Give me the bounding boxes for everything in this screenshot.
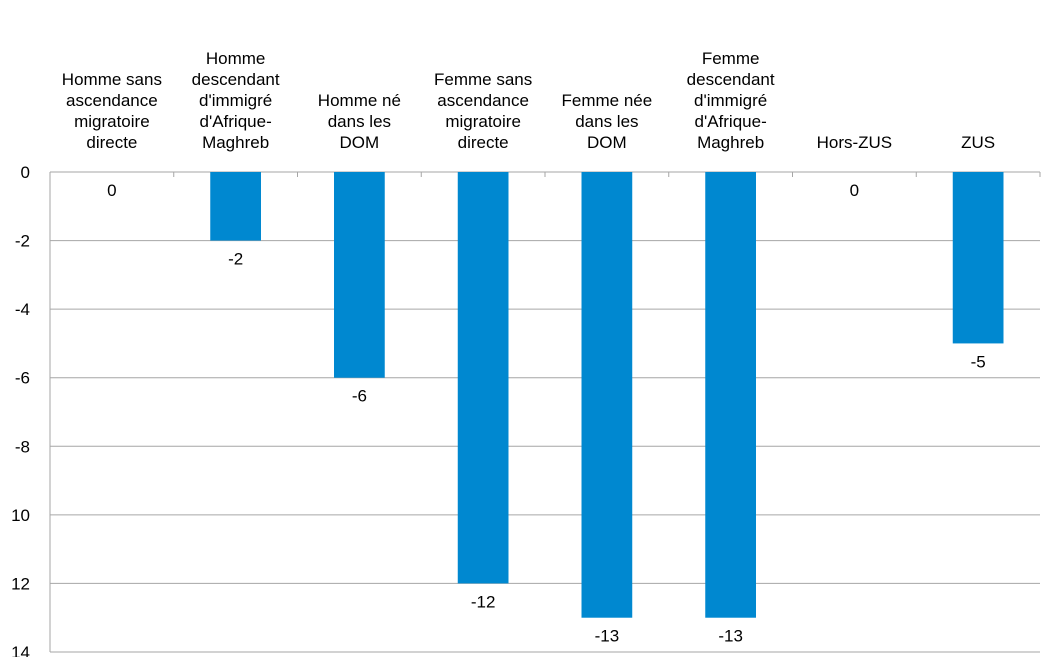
y-tick-label: -8 — [15, 437, 30, 456]
data-label: 0 — [107, 181, 116, 200]
y-tick-label: 10 — [11, 506, 30, 525]
y-tick-label: -4 — [15, 300, 30, 319]
data-label: -5 — [971, 352, 986, 371]
bar — [210, 172, 261, 241]
x-tick-label: Homme né dans les DOM — [318, 91, 401, 152]
data-label: 0 — [850, 181, 859, 200]
x-tick-label: Femme née dans les DOM — [562, 91, 653, 152]
x-tick-label: Homme descendant d'immigré d'Afrique-Maghre… — [192, 49, 280, 152]
x-tick-label: Homme sans ascendance migratoire directe — [62, 70, 162, 152]
bar — [581, 172, 633, 618]
x-tick-label: Hors-ZUS — [817, 133, 893, 152]
data-label: -2 — [228, 250, 243, 269]
y-tick-label: -6 — [15, 369, 30, 388]
data-label: -12 — [471, 592, 496, 611]
y-tick-label: 14 — [11, 643, 30, 657]
x-tick-label: Femme descendant d'immigré d'Afrique-Maghre… — [687, 49, 775, 152]
bar — [457, 172, 509, 584]
data-label: -13 — [718, 627, 743, 646]
data-label: -13 — [595, 627, 620, 646]
y-tick-label: 12 — [11, 574, 30, 593]
y-tick-label: 0 — [21, 163, 30, 182]
bar — [705, 172, 756, 618]
data-label: -6 — [352, 387, 367, 406]
bar — [952, 172, 1004, 344]
y-tick-label: -2 — [15, 232, 30, 251]
bar — [334, 172, 385, 378]
x-tick-label: Femme sans ascendance migratoire directe — [434, 70, 532, 152]
x-tick-label: ZUS — [961, 133, 995, 152]
